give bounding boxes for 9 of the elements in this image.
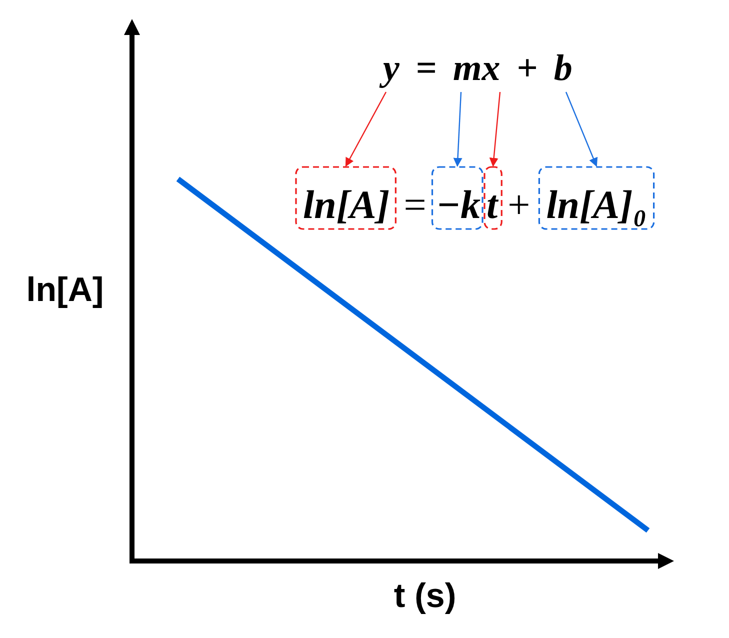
annotation: = (404, 182, 426, 227)
annotation: ln[A] (303, 182, 390, 227)
annotation: t (486, 182, 500, 227)
annotation: ln[A]₀ (546, 182, 647, 227)
text: y = mx + b (379, 48, 572, 89)
annotation: + (508, 182, 530, 227)
y-axis-title: ln[A] (26, 271, 104, 309)
annotation: −k (436, 182, 480, 227)
x-axis-title: t (s) (394, 577, 456, 615)
